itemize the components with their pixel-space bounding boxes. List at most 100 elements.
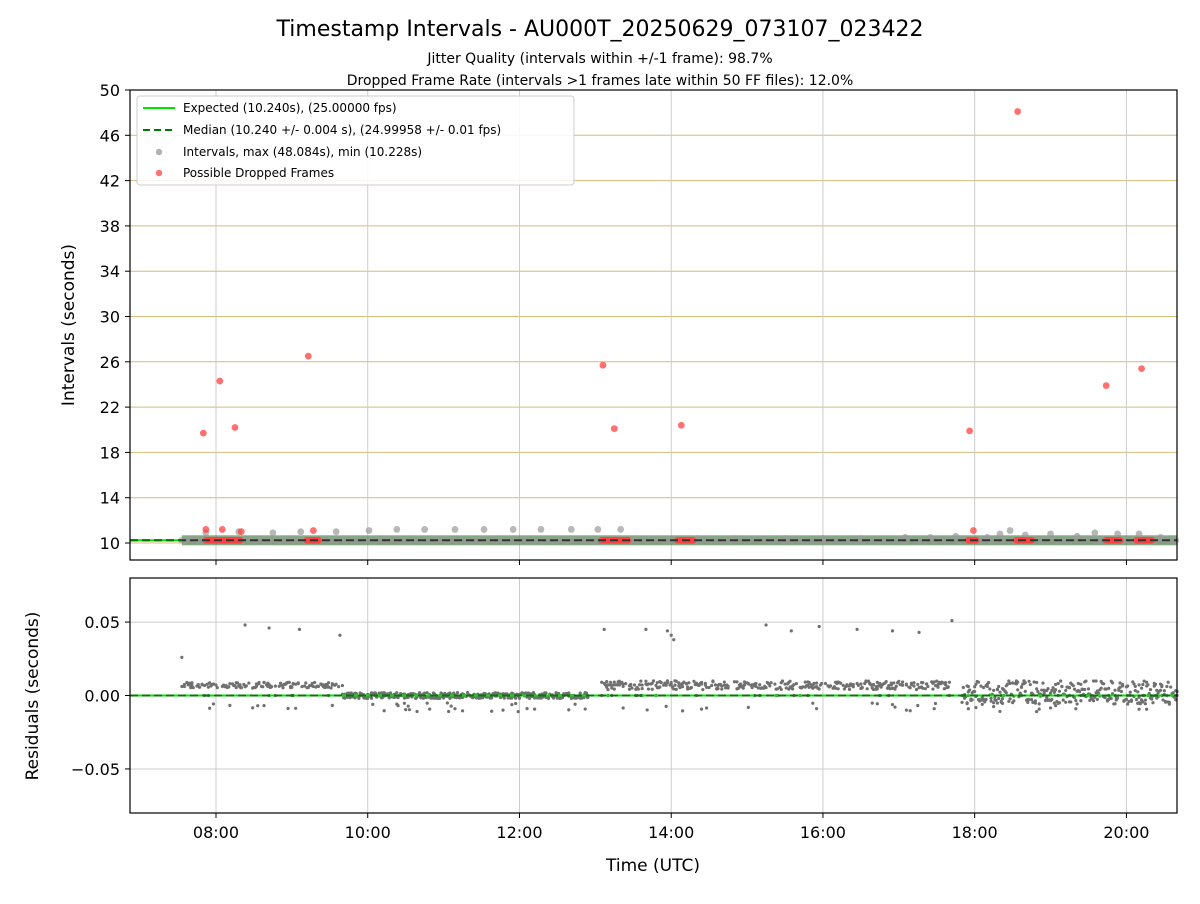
residual-point — [1124, 697, 1129, 701]
residual-point — [773, 682, 777, 686]
residual-point — [1037, 702, 1041, 706]
residual-point — [521, 691, 525, 695]
residual-point — [1074, 707, 1078, 711]
residual-point — [677, 681, 681, 685]
residual-point — [722, 683, 726, 687]
residual-point — [1059, 679, 1063, 683]
residual-point — [627, 687, 632, 691]
residual-point — [191, 686, 195, 690]
residual-point — [960, 700, 964, 704]
residual-point — [856, 683, 860, 687]
residual-point — [1048, 706, 1053, 710]
residual-point — [337, 685, 341, 689]
residual-point — [1036, 689, 1040, 694]
residual-point — [235, 681, 240, 685]
dropped-frame-point — [315, 536, 322, 544]
residual-point — [764, 685, 768, 690]
residual-point — [554, 691, 558, 695]
residual-point — [277, 684, 281, 688]
residual-point — [1145, 707, 1149, 711]
interval-point — [617, 526, 625, 533]
residual-point — [741, 686, 745, 690]
residual-point — [983, 700, 987, 704]
residual-point — [742, 680, 747, 684]
residual-point — [458, 696, 462, 700]
residual-point — [865, 687, 869, 691]
residual-point — [946, 685, 950, 689]
residual-outlier-point — [338, 633, 342, 637]
residual-point — [815, 681, 819, 685]
residual-point — [941, 681, 945, 685]
residuals-y-tick-label: 0.00 — [84, 687, 120, 706]
residual-point — [746, 705, 750, 709]
residual-point — [756, 686, 761, 690]
residual-point — [583, 707, 587, 711]
residual-point — [1000, 701, 1005, 705]
residual-point — [449, 704, 453, 708]
residual-point — [909, 681, 914, 685]
interval-point — [393, 526, 401, 533]
residual-point — [425, 691, 429, 695]
residual-point — [788, 679, 792, 683]
residual-point — [326, 685, 331, 689]
residual-point — [273, 684, 278, 688]
interval-point — [952, 532, 960, 540]
residual-point — [980, 702, 984, 706]
residual-point — [1035, 687, 1039, 691]
residual-point — [377, 691, 381, 695]
residual-point — [981, 685, 986, 690]
residual-point — [527, 696, 532, 701]
residual-point — [780, 679, 785, 683]
residual-point — [1067, 686, 1072, 690]
residual-point — [460, 709, 465, 713]
residual-point — [624, 681, 628, 686]
residual-point — [758, 683, 762, 687]
residual-point — [1102, 682, 1106, 686]
residual-point — [933, 684, 938, 688]
residual-point — [997, 696, 1001, 701]
residual-point — [646, 687, 651, 691]
residual-point — [892, 681, 896, 685]
residual-point — [815, 707, 819, 711]
residual-point — [334, 682, 338, 686]
dropped-frame-point — [202, 526, 210, 533]
residuals-x-tick-label: 16:00 — [800, 823, 846, 842]
interval-point — [332, 528, 340, 536]
residual-point — [989, 699, 993, 703]
interval-point — [1021, 531, 1029, 539]
residual-point — [1069, 700, 1073, 704]
intervals-panel: 10 14 18 22 26 30 34 38 42 46 50 Intervals (second… — [59, 81, 1180, 565]
residual-point — [1137, 683, 1141, 687]
residual-point — [908, 686, 912, 690]
residual-point — [438, 696, 442, 701]
intervals-y-tick-label: 46 — [100, 126, 120, 145]
residual-point — [211, 702, 216, 706]
residual-point — [382, 709, 386, 713]
residual-point — [294, 682, 298, 686]
dropped-frame-point — [216, 377, 224, 385]
residual-point — [1146, 683, 1150, 687]
residual-point — [1095, 697, 1099, 701]
residual-point — [1011, 681, 1015, 685]
residual-point — [723, 686, 728, 690]
residual-point — [703, 681, 707, 685]
residual-point — [516, 710, 520, 714]
residual-point — [617, 679, 621, 683]
residual-point — [1023, 689, 1027, 694]
residual-outlier-point — [243, 623, 247, 627]
residual-point — [546, 696, 551, 700]
residual-point — [1103, 695, 1107, 700]
residual-point — [396, 704, 400, 708]
residual-point — [1119, 689, 1123, 694]
residual-point — [1043, 698, 1048, 703]
residual-point — [735, 680, 739, 684]
residual-point — [330, 703, 334, 707]
residual-point — [1033, 701, 1037, 705]
residual-point — [256, 704, 260, 708]
residual-point — [933, 701, 938, 706]
residual-point — [1166, 680, 1170, 684]
residual-point — [687, 681, 691, 685]
residual-point — [851, 685, 855, 689]
residual-point — [1016, 680, 1020, 684]
residual-point — [699, 680, 704, 685]
